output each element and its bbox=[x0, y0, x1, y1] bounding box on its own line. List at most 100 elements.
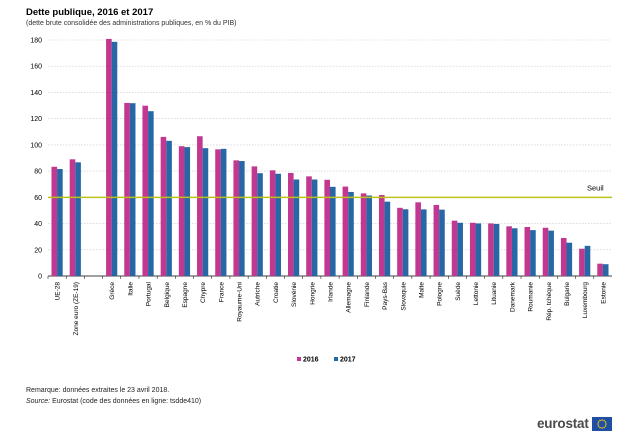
bar-2017 bbox=[166, 140, 172, 276]
bar-2017 bbox=[129, 103, 136, 276]
bar-2017 bbox=[566, 242, 573, 276]
bar-2016 bbox=[124, 102, 130, 276]
y-tick-label: 120 bbox=[30, 116, 42, 123]
bar-2017 bbox=[257, 173, 263, 276]
y-tick-label: 140 bbox=[30, 90, 42, 97]
x-tick-label: Croatie bbox=[273, 282, 280, 303]
bar-2016 bbox=[524, 226, 531, 276]
x-tick-label: Italie bbox=[127, 282, 134, 296]
bar-2016 bbox=[106, 38, 112, 276]
x-tick-label: Allemagne bbox=[346, 282, 353, 313]
bar-2017 bbox=[420, 209, 427, 276]
bar-2017 bbox=[57, 169, 63, 276]
x-tick-label: UE-28 bbox=[55, 282, 62, 301]
x-tick-label: Malte bbox=[418, 282, 425, 298]
x-tick-label: Suède bbox=[455, 282, 462, 301]
bar-2017 bbox=[111, 41, 118, 276]
bar-2016 bbox=[415, 202, 421, 276]
x-tick-label: Irlande bbox=[328, 282, 335, 302]
x-tick-label: Pologne bbox=[437, 282, 444, 306]
bar-2016 bbox=[251, 166, 258, 276]
bar-2017 bbox=[366, 195, 372, 276]
y-tick-label: 100 bbox=[30, 142, 42, 149]
x-tick-label: Danemark bbox=[509, 281, 516, 312]
bar-2016 bbox=[579, 248, 585, 276]
bar-2016 bbox=[197, 136, 203, 276]
x-tick-label: Belgique bbox=[164, 282, 171, 308]
y-tick-label: 160 bbox=[30, 64, 42, 71]
bar-2017 bbox=[439, 209, 445, 276]
bar-2016 bbox=[360, 193, 367, 276]
y-tick-label: 80 bbox=[34, 169, 42, 176]
eu-flag-icon bbox=[591, 416, 612, 431]
bar-2017 bbox=[584, 245, 591, 276]
bar-2017 bbox=[75, 162, 81, 276]
bar-2016 bbox=[233, 160, 240, 276]
x-tick-label: Lettonie bbox=[473, 282, 480, 306]
x-tick-label: Espagne bbox=[182, 282, 189, 308]
bar-2016 bbox=[469, 222, 476, 276]
bar-2016 bbox=[342, 186, 349, 276]
x-tick-label: Estonie bbox=[600, 282, 607, 304]
bar-2017 bbox=[530, 230, 536, 276]
bar-2016 bbox=[69, 159, 76, 276]
bar-2017 bbox=[220, 148, 227, 276]
bar-2016 bbox=[451, 220, 458, 276]
chart-title: Dette publique, 2016 et 2017 bbox=[26, 7, 154, 18]
bar-2017 bbox=[275, 173, 282, 276]
y-tick-label: 40 bbox=[34, 221, 42, 228]
bar-2017 bbox=[384, 201, 391, 276]
bar-2017 bbox=[348, 191, 354, 276]
x-tick-label: France bbox=[218, 282, 225, 303]
legend-label-2016: 2016 bbox=[303, 357, 319, 364]
x-tick-label: Pays-Bas bbox=[382, 281, 389, 310]
bar-2017 bbox=[548, 230, 554, 276]
y-tick-label: 180 bbox=[30, 38, 42, 45]
bar-2016 bbox=[160, 136, 167, 276]
bar-2017 bbox=[511, 228, 518, 276]
eurostat-logo: eurostat bbox=[537, 416, 612, 431]
x-tick-label: Portugal bbox=[146, 281, 153, 306]
x-tick-label: Hongrie bbox=[309, 282, 316, 305]
x-tick-label: Zone euro (ZE-19) bbox=[73, 282, 80, 335]
bar-2017 bbox=[493, 223, 500, 276]
bar-2017 bbox=[330, 186, 336, 276]
legend-swatch-2017 bbox=[334, 357, 338, 361]
bar-2016 bbox=[433, 204, 440, 276]
source-label: Source: bbox=[26, 398, 51, 405]
source-note: Source: Eurostat (code des données en li… bbox=[26, 398, 201, 405]
bar-2017 bbox=[293, 179, 300, 276]
x-tick-label: Luxembourg bbox=[582, 282, 589, 319]
bar-2017 bbox=[402, 209, 409, 276]
x-tick-label: Roumanie bbox=[528, 282, 535, 312]
bar-2016 bbox=[288, 172, 294, 276]
bar-2016 bbox=[506, 226, 512, 276]
x-tick-label: Lituanie bbox=[491, 282, 498, 305]
y-tick-label: 20 bbox=[34, 247, 42, 254]
bar-2016 bbox=[142, 105, 149, 276]
bar-2017 bbox=[475, 223, 482, 276]
bar-2017 bbox=[457, 222, 463, 276]
x-tick-label: Autriche bbox=[255, 282, 262, 306]
bar-2016 bbox=[306, 176, 312, 276]
chart-subtitle: (dette brute consolidée des administrati… bbox=[26, 20, 237, 27]
x-tick-label: Chypre bbox=[200, 282, 207, 303]
bar-2017 bbox=[602, 264, 609, 276]
bar-2017 bbox=[202, 148, 209, 276]
bar-2016 bbox=[397, 207, 403, 276]
x-tick-label: Rép. tchèque bbox=[546, 282, 553, 321]
bar-2016 bbox=[597, 263, 603, 276]
x-tick-label: Slovénie bbox=[291, 282, 298, 307]
bar-2016 bbox=[378, 194, 385, 276]
bar-2016 bbox=[178, 146, 185, 276]
x-tick-label: Slovaquie bbox=[400, 282, 407, 311]
remark-note: Remarque: données extraites le 23 avril … bbox=[26, 387, 170, 394]
bar-2016 bbox=[215, 149, 221, 276]
bar-2016 bbox=[324, 179, 330, 276]
bar-2016 bbox=[488, 223, 494, 276]
bar-2017 bbox=[311, 179, 318, 276]
x-tick-label: Bulgarie bbox=[564, 282, 571, 306]
y-tick-label: 60 bbox=[34, 195, 42, 202]
y-tick-label: 0 bbox=[38, 274, 42, 281]
bar-2016 bbox=[542, 227, 549, 276]
